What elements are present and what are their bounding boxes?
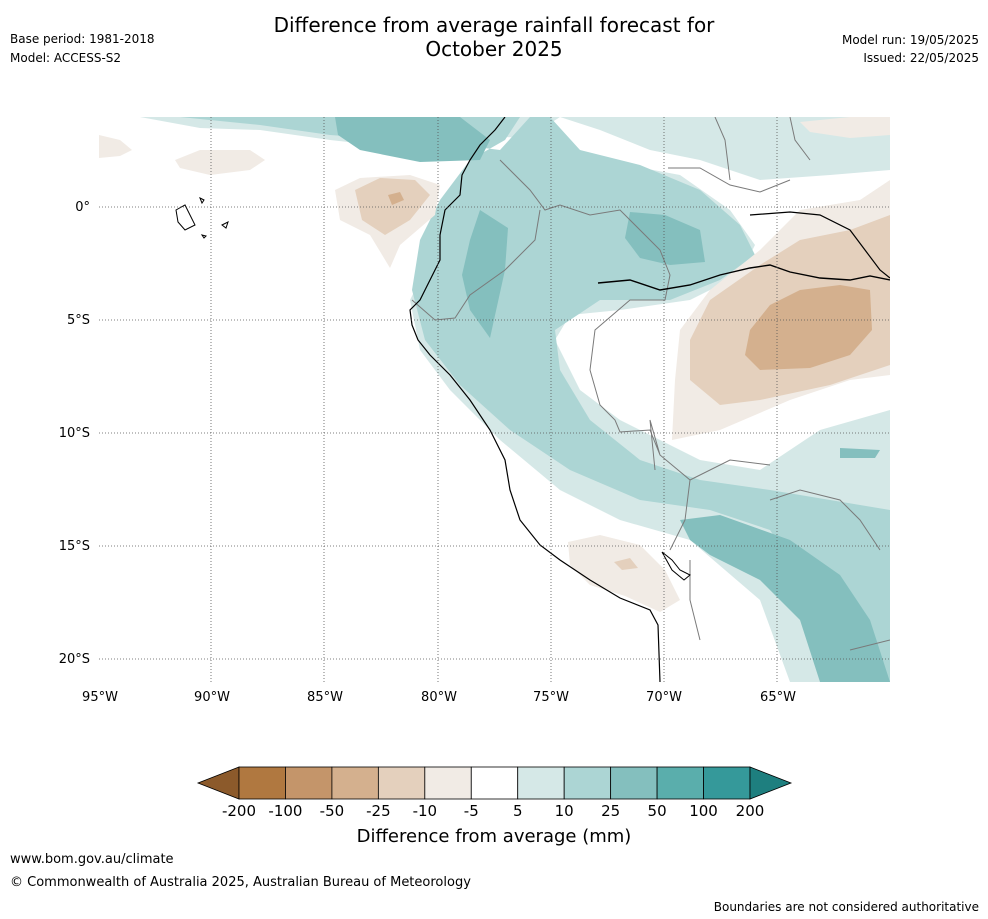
- dry-zone-south-outer: [568, 535, 680, 612]
- wet-zone-25-50-central: [462, 210, 508, 338]
- lat-label-15s: 15°S: [59, 539, 90, 554]
- country-borders: [411, 117, 890, 651]
- lon-label-70w: 70°W: [646, 690, 682, 705]
- lat-label-0: 0°: [75, 200, 90, 215]
- colorbar-tick-label: 100: [689, 802, 718, 820]
- colorbar-tick-label: 5: [513, 802, 523, 820]
- rainfall-anomaly-layer: [99, 117, 890, 682]
- wet-zone-25-50-east: [840, 448, 880, 458]
- colorbar-tick-label: 25: [601, 802, 620, 820]
- colorbar-tick-label: -200: [222, 802, 256, 820]
- lat-label-10s: 10°S: [59, 426, 90, 441]
- footer-copyright: © Commonwealth of Australia 2025, Austra…: [10, 875, 471, 890]
- lon-label-90w: 90°W: [194, 690, 230, 705]
- colorbar-label: Difference from average (mm): [356, 826, 632, 847]
- coastline: [409, 117, 661, 682]
- colorbar-tick-label: -50: [320, 802, 345, 820]
- map-title: Difference from average rainfall forecas…: [0, 13, 988, 61]
- colorbar-segment: [470, 766, 519, 800]
- wet-zone-25-50-north: [335, 117, 490, 162]
- colorbar-segment: [331, 766, 379, 800]
- colorbar-tick-label: -5: [464, 802, 479, 820]
- dry-zone-south-core: [614, 558, 638, 570]
- amazon-river: [597, 264, 890, 291]
- colorbar-segment: [610, 766, 658, 800]
- lon-label-85w: 85°W: [307, 690, 343, 705]
- colorbar: -200 -100 -50 -25 -10 -5 5 10 25 50 100 200: [196, 766, 793, 820]
- base-period-text: Base period: 1981-2018: [10, 32, 155, 46]
- dry-zone-coastal-core: [388, 192, 404, 205]
- wet-zone-10-25: [180, 117, 890, 682]
- colorbar-segment: [285, 766, 333, 800]
- colorbar-tick-label: 200: [736, 802, 765, 820]
- colorbar-tick-label: -25: [366, 802, 391, 820]
- colorbar-arrow-high: [749, 766, 793, 800]
- lon-label-80w: 80°W: [421, 690, 457, 705]
- colorbar-tick-label: 50: [648, 802, 667, 820]
- colorbar-arrow-low: [196, 766, 240, 800]
- colorbar-segment: [656, 766, 704, 800]
- wet-zone-25-50-amazon: [625, 212, 705, 265]
- lat-label-20s: 20°S: [59, 652, 90, 667]
- lon-label-95w: 95°W: [82, 690, 118, 705]
- colorbar-segment: [238, 766, 286, 800]
- wet-zone-25-50-south: [680, 515, 890, 682]
- colorbar-segment: [563, 766, 612, 800]
- dry-zone-pacific-2: [175, 150, 265, 175]
- footer-disclaimer: Boundaries are not considered authoritat…: [713, 900, 979, 914]
- map-title-line1: Difference from average rainfall forecas…: [273, 13, 715, 37]
- issued-text: Issued: 22/05/2025: [863, 51, 979, 65]
- colorbar-tick-label: 10: [555, 802, 574, 820]
- colorbar-ticks: -200 -100 -50 -25 -10 -5 5 10 25 50 100 200: [222, 802, 764, 820]
- colorbar-tick-label: -10: [413, 802, 438, 820]
- model-run-text: Model run: 19/05/2025: [841, 33, 979, 47]
- lake-titicaca: [661, 551, 691, 581]
- model-text: Model: ACCESS-S2: [10, 51, 122, 65]
- lon-label-75w: 75°W: [533, 690, 569, 705]
- colorbar-segment: [424, 766, 472, 800]
- lat-label-5s: 5°S: [67, 313, 90, 328]
- colorbar-segment: [377, 766, 426, 800]
- colorbar-tick-label: -100: [268, 802, 302, 820]
- galapagos-islands: [175, 196, 229, 239]
- dry-zone-coastal-mid: [355, 178, 430, 235]
- map-title-line2: October 2025: [425, 37, 563, 61]
- lon-label-65w: 65°W: [760, 690, 796, 705]
- amazon-north-coast: [749, 211, 890, 279]
- gridlines: [99, 117, 890, 682]
- colorbar-segment: [703, 766, 751, 800]
- colorbar-segments: [238, 766, 751, 800]
- colorbar-segment: [517, 766, 565, 800]
- dry-zone-pacific-1: [99, 135, 132, 158]
- dry-zone-northeast: [800, 117, 890, 138]
- footer-url: www.bom.gov.au/climate: [10, 852, 174, 867]
